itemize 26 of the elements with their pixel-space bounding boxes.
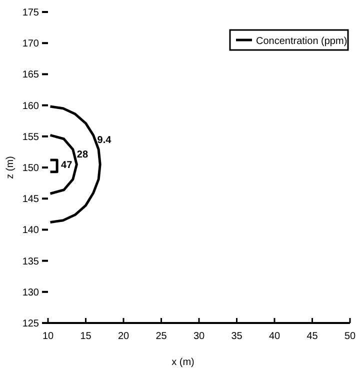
y-axis-title: z (m) xyxy=(5,156,16,179)
x-tick-label: 10 xyxy=(42,331,54,342)
y-tick-label: 155 xyxy=(22,132,40,143)
y-tick-label: 135 xyxy=(22,256,40,268)
x-tick-label: 40 xyxy=(268,331,280,342)
y-tick-label: 160 xyxy=(22,100,40,112)
y-tick-label: 140 xyxy=(22,225,40,236)
annotation: 28 xyxy=(76,149,88,160)
y-tick-label: 125 xyxy=(22,318,40,330)
x-tick-label: 25 xyxy=(156,331,168,342)
y-tick-label: 145 xyxy=(22,194,40,206)
x-tick-label: 50 xyxy=(344,331,356,342)
x-tick-label: 15 xyxy=(80,331,92,342)
y-tick-label: 175 xyxy=(22,8,40,18)
x-tick-label: 45 xyxy=(306,331,318,342)
y-tick-label: 165 xyxy=(22,70,40,81)
y-tick-label: 150 xyxy=(22,163,40,174)
annotation: 9.4 xyxy=(97,135,112,146)
x-tick-label: 30 xyxy=(193,331,205,342)
x-tick-label: 35 xyxy=(231,331,243,342)
y-tick-label: 170 xyxy=(22,38,40,50)
annotation: 47 xyxy=(61,160,73,172)
x-tick-label: 20 xyxy=(118,331,130,342)
legend-label: Concentration (ppm) xyxy=(256,36,348,47)
y-tick-label: 130 xyxy=(22,287,40,298)
x-axis-title: x (m) xyxy=(172,357,194,368)
